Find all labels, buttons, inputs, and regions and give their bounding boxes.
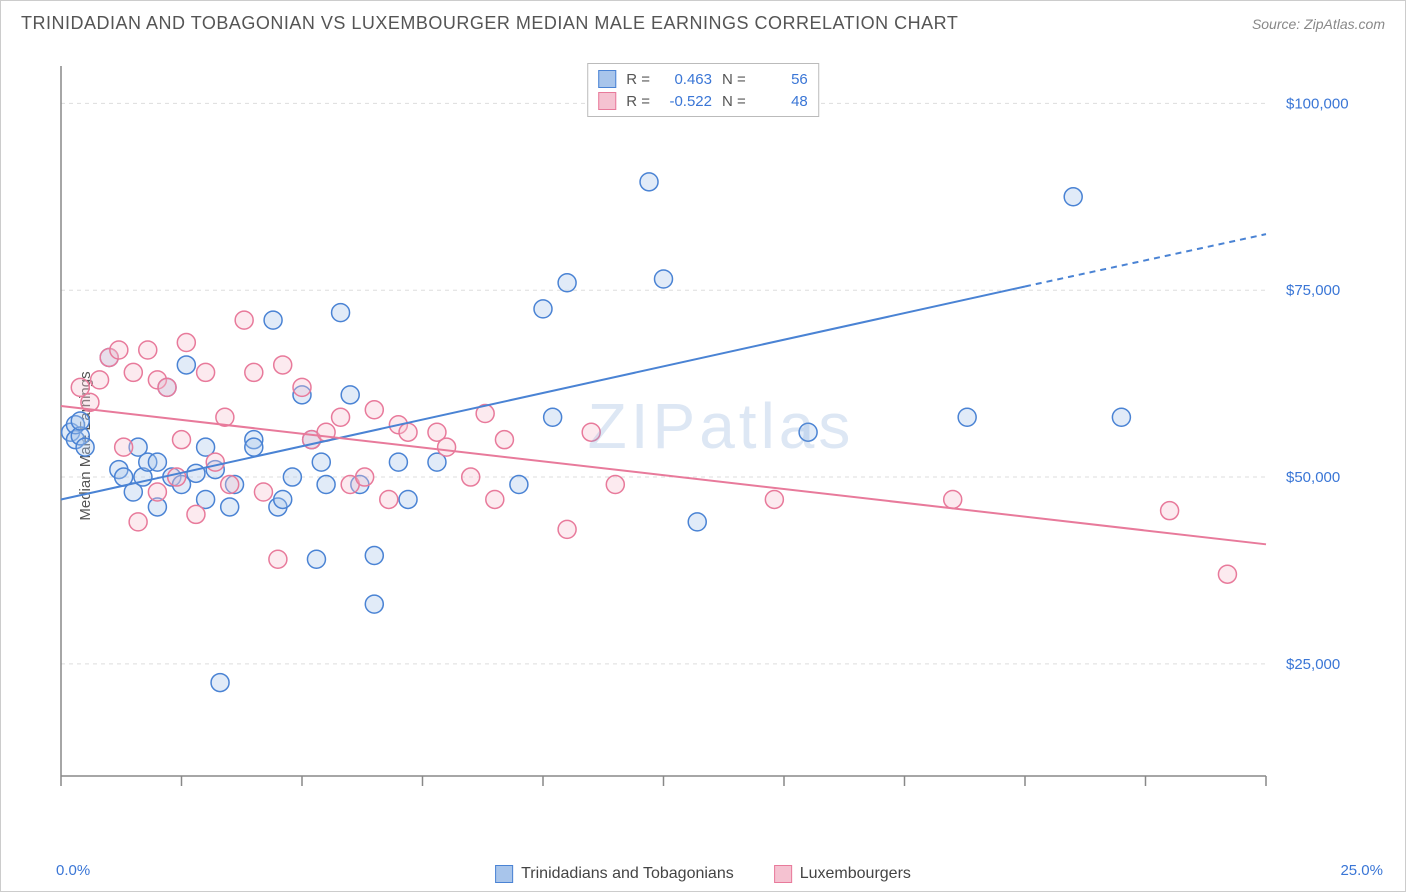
swatch-series-1 xyxy=(774,865,792,883)
stat-n-value-0: 56 xyxy=(756,71,808,88)
legend-stats: R = 0.463 N = 56 R = -0.522 N = 48 xyxy=(587,63,819,117)
chart-title: TRINIDADIAN AND TOBAGONIAN VS LUXEMBOURG… xyxy=(21,13,958,34)
swatch-series-1 xyxy=(598,92,616,110)
chart-svg: $25,000 $50,000 $75,000 $100,000 xyxy=(56,61,1386,821)
stat-n-value-1: 48 xyxy=(756,93,808,110)
swatch-series-0 xyxy=(598,70,616,88)
stat-r-value-1: -0.522 xyxy=(660,93,712,110)
legend-stats-row: R = -0.522 N = 48 xyxy=(598,90,808,112)
legend-item: Trinidadians and Tobagonians xyxy=(495,865,734,883)
stat-n-label: N = xyxy=(722,71,746,88)
title-bar: TRINIDADIAN AND TOBAGONIAN VS LUXEMBOURG… xyxy=(1,1,1405,42)
legend-series: Trinidadians and Tobagonians Luxembourge… xyxy=(495,865,911,883)
svg-text:$75,000: $75,000 xyxy=(1286,282,1340,299)
stat-r-label: R = xyxy=(626,71,650,88)
svg-text:$50,000: $50,000 xyxy=(1286,469,1340,486)
legend-label-1: Luxembourgers xyxy=(800,865,911,883)
legend-item: Luxembourgers xyxy=(774,865,911,883)
swatch-series-0 xyxy=(495,865,513,883)
x-tick-label-min: 0.0% xyxy=(56,862,90,879)
legend-label-0: Trinidadians and Tobagonians xyxy=(521,865,734,883)
plot-area: $25,000$50,000$75,000$100,000 ZIPatlas xyxy=(56,61,1386,821)
legend-stats-row: R = 0.463 N = 56 xyxy=(598,68,808,90)
svg-text:$25,000: $25,000 xyxy=(1286,656,1340,673)
source-attribution: Source: ZipAtlas.com xyxy=(1252,16,1385,32)
x-tick-label-max: 25.0% xyxy=(1340,862,1383,879)
stat-n-label: N = xyxy=(722,93,746,110)
svg-text:$100,000: $100,000 xyxy=(1286,95,1349,112)
stat-r-value-0: 0.463 xyxy=(660,71,712,88)
stat-r-label: R = xyxy=(626,93,650,110)
chart-container: TRINIDADIAN AND TOBAGONIAN VS LUXEMBOURG… xyxy=(0,0,1406,892)
